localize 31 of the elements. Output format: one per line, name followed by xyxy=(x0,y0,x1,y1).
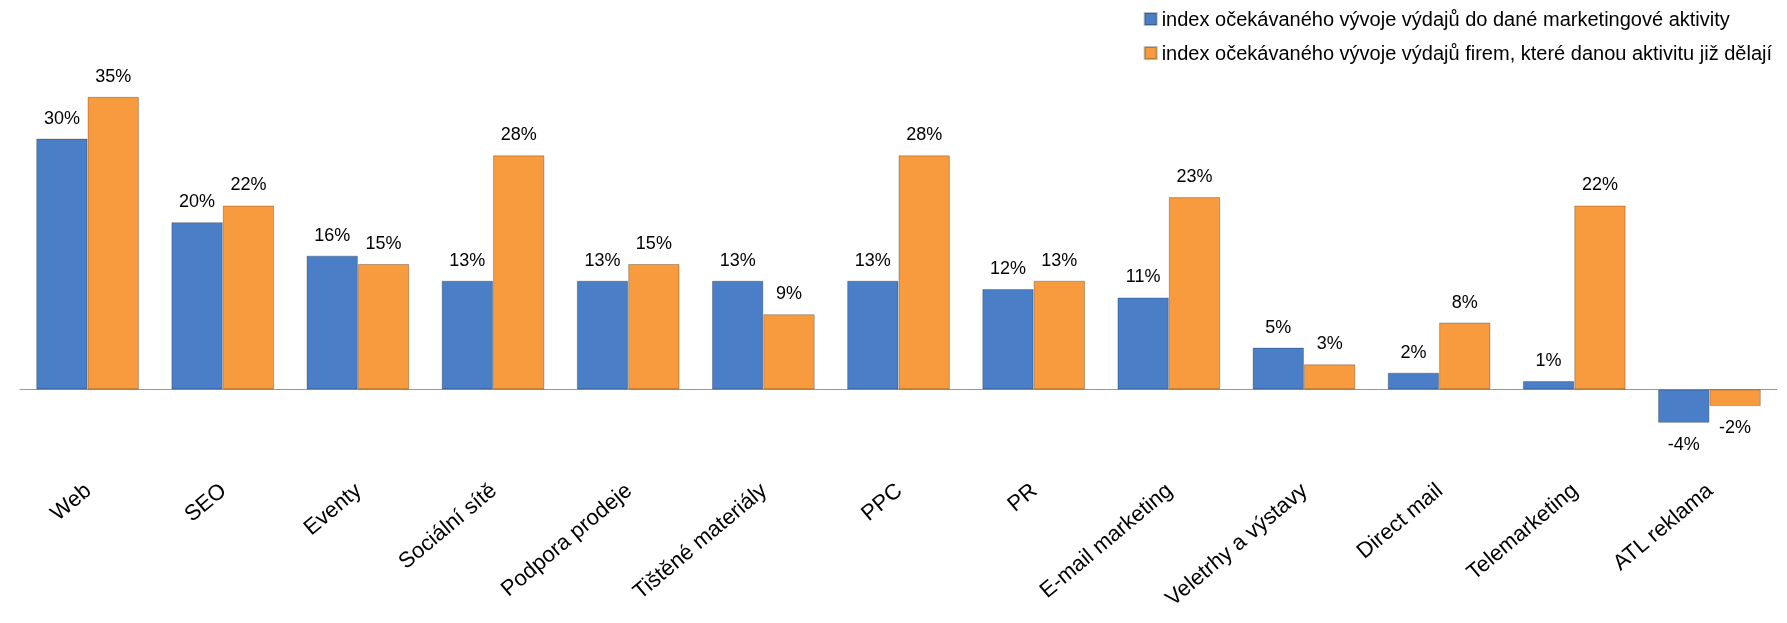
data-label: 30% xyxy=(43,107,80,128)
data-label: -2% xyxy=(1719,417,1752,438)
x-tick-label: Web xyxy=(45,477,96,526)
x-tick-label: PR xyxy=(1002,477,1042,517)
x-tick-label: SEO xyxy=(179,477,231,527)
data-label: 13% xyxy=(1041,249,1078,270)
data-label: 11% xyxy=(1125,266,1161,287)
legend-label: index očekávaného vývoje výdajů firem, které danou aktivitu již dělají xyxy=(1161,42,1773,64)
data-label: 23% xyxy=(1176,166,1213,187)
data-label: 22% xyxy=(230,174,267,195)
data-label: -4% xyxy=(1667,433,1700,454)
data-label: 20% xyxy=(179,191,216,212)
data-label: 5% xyxy=(1265,316,1292,337)
data-label: 15% xyxy=(635,233,672,253)
data-label: 16% xyxy=(314,224,351,245)
data-label: 12% xyxy=(989,258,1026,279)
data-label: 28% xyxy=(500,124,537,145)
legend-label: index očekávaného vývoje výdajů do dané marketingové aktivity xyxy=(1161,8,1730,30)
data-label: 13% xyxy=(584,249,621,270)
data-label: 8% xyxy=(1451,291,1478,312)
data-label: 15% xyxy=(365,233,402,253)
data-label: 35% xyxy=(95,65,132,86)
data-label: 13% xyxy=(449,249,486,270)
data-label: 22% xyxy=(1581,174,1618,195)
data-label: 13% xyxy=(719,249,756,270)
data-label: 28% xyxy=(906,124,943,145)
data-label: 9% xyxy=(776,283,803,304)
data-label: 13% xyxy=(854,249,891,270)
data-label: 1% xyxy=(1535,350,1562,371)
data-label: 3% xyxy=(1316,333,1343,354)
data-label: 2% xyxy=(1400,341,1427,362)
